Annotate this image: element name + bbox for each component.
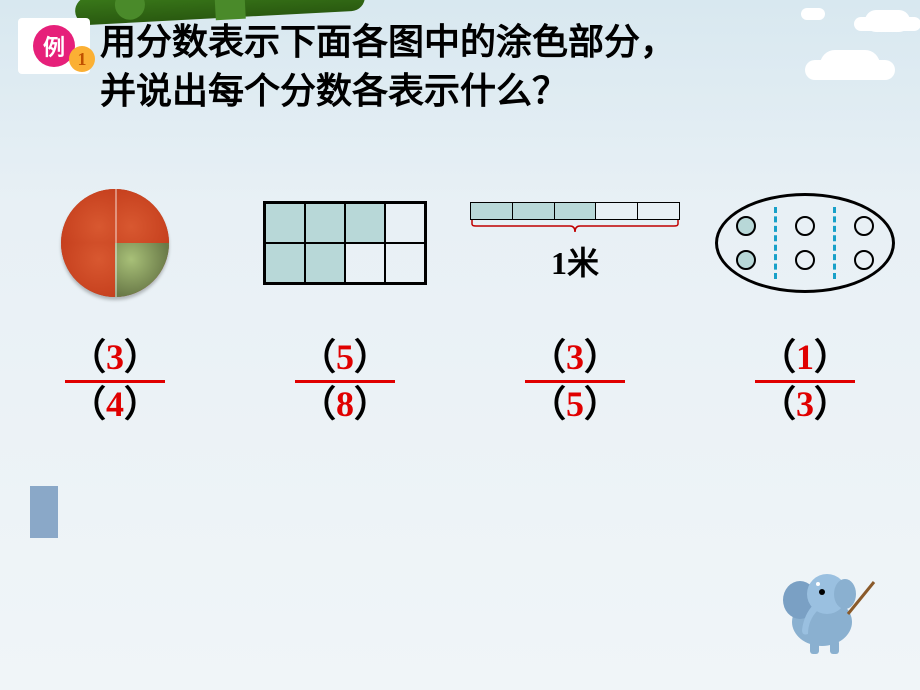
fraction-2: （5） （8） [295, 338, 395, 424]
items-row: （3） （4） （5） （8） [0, 178, 920, 424]
footer-accent [30, 486, 58, 538]
denominator: 5 [566, 384, 584, 424]
example-badge: 例 1 [18, 18, 90, 74]
denominator: 4 [106, 384, 124, 424]
badge-number: 1 [69, 46, 95, 72]
cloud-decoration [865, 10, 910, 32]
item-grid: （5） （8） [235, 178, 455, 424]
question-line-1: 用分数表示下面各图中的涂色部分， [100, 18, 676, 67]
mooncake-figure [61, 189, 169, 297]
fraction-bar [755, 380, 855, 383]
elephant-mascot [772, 552, 882, 662]
question-text: 用分数表示下面各图中的涂色部分， 并说出每个分数各表示什么？ [100, 18, 676, 115]
fraction-bar [65, 380, 165, 383]
numerator: 3 [566, 337, 584, 377]
fraction-bar [525, 380, 625, 383]
brace-icon [470, 218, 680, 239]
grid-figure [263, 201, 427, 285]
cloud-decoration [801, 8, 825, 20]
denominator: 3 [796, 384, 814, 424]
question-line-2: 并说出每个分数各表示什么？ [100, 67, 676, 116]
badge-label: 例 [43, 30, 65, 62]
numerator: 3 [106, 337, 124, 377]
meter-label: 1米 [551, 238, 599, 284]
numerator: 5 [336, 337, 354, 377]
fraction-bar [295, 380, 395, 383]
cloud-decoration [820, 50, 880, 80]
item-bar: 1米 （3） （5） [465, 178, 685, 424]
divider-dash [774, 207, 777, 279]
denominator: 8 [336, 384, 354, 424]
divider-dash [833, 207, 836, 279]
fraction-1: （3） （4） [65, 338, 165, 424]
numerator: 1 [796, 337, 814, 377]
item-mooncake: （3） （4） [5, 178, 225, 424]
fraction-4: （1） （3） [755, 338, 855, 424]
item-oval: （1） （3） [695, 178, 915, 424]
oval-figure [715, 193, 895, 293]
fraction-3: （3） （5） [525, 338, 625, 424]
